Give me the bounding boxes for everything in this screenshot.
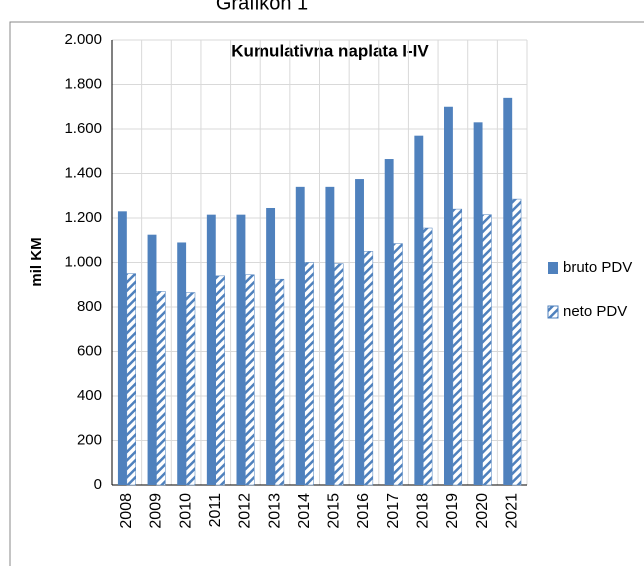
caption: Grafikon 1	[216, 0, 308, 14]
bar	[185, 292, 196, 486]
bar	[423, 227, 433, 486]
x-tick-label: 2009	[148, 493, 165, 529]
x-tick-label: 2019	[444, 493, 461, 529]
x-tick-label: 2021	[503, 493, 520, 529]
x-tick-label: 2017	[385, 493, 402, 529]
x-tick-label: 2008	[118, 493, 135, 529]
chart-title: Kumulativna naplata I-IV	[231, 41, 429, 60]
y-tick-label: 1.600	[64, 120, 102, 137]
x-tick-label: 2012	[237, 493, 254, 529]
bar	[355, 179, 364, 485]
legend-swatch	[548, 262, 558, 274]
bar	[117, 211, 127, 485]
bar	[215, 275, 225, 486]
bar	[325, 186, 335, 485]
bar	[295, 186, 305, 485]
y-axis-label: mil KM	[28, 237, 45, 286]
bar	[503, 97, 513, 485]
bar	[245, 274, 255, 486]
y-tick-label: 400	[77, 387, 102, 404]
y-tick-label: 1.400	[64, 164, 102, 181]
bar	[334, 263, 344, 486]
y-tick-label: 1.200	[64, 209, 102, 226]
bar	[177, 242, 187, 485]
bar	[384, 159, 394, 485]
legend-label: bruto PDV	[563, 259, 632, 276]
bar	[452, 208, 463, 486]
y-tick-label: 200	[77, 431, 102, 448]
legend-label: neto PDV	[563, 303, 627, 320]
bar	[363, 251, 374, 486]
bar	[511, 198, 522, 486]
bar	[482, 214, 492, 486]
y-tick-label: 0	[94, 476, 102, 493]
bar	[147, 234, 157, 485]
y-tick-label: 800	[77, 298, 102, 315]
bar	[414, 135, 424, 486]
x-tick-label: 2020	[474, 493, 491, 529]
bar	[304, 262, 314, 486]
y-tick-label: 1.000	[64, 253, 102, 270]
bar	[266, 207, 276, 486]
bar	[206, 214, 216, 485]
x-tick-label: 2010	[177, 493, 194, 529]
bar	[473, 122, 483, 485]
bar	[393, 243, 403, 486]
x-tick-label: 2011	[207, 493, 224, 528]
x-tick-label: 2014	[296, 493, 313, 529]
bar	[156, 291, 166, 486]
x-tick-label: 2016	[355, 493, 372, 529]
y-tick-label: 1.800	[64, 75, 102, 92]
y-tick-label: 600	[77, 342, 102, 359]
x-tick-label: 2015	[326, 493, 343, 529]
y-tick-label: 2.000	[64, 31, 102, 48]
bar	[444, 106, 453, 485]
x-tick-label: 2013	[266, 493, 283, 529]
chart-frame	[9, 21, 644, 566]
bar	[126, 273, 136, 486]
legend-swatch	[547, 305, 559, 319]
bar	[236, 214, 246, 485]
bar	[274, 278, 285, 486]
x-tick-label: 2018	[414, 493, 431, 529]
